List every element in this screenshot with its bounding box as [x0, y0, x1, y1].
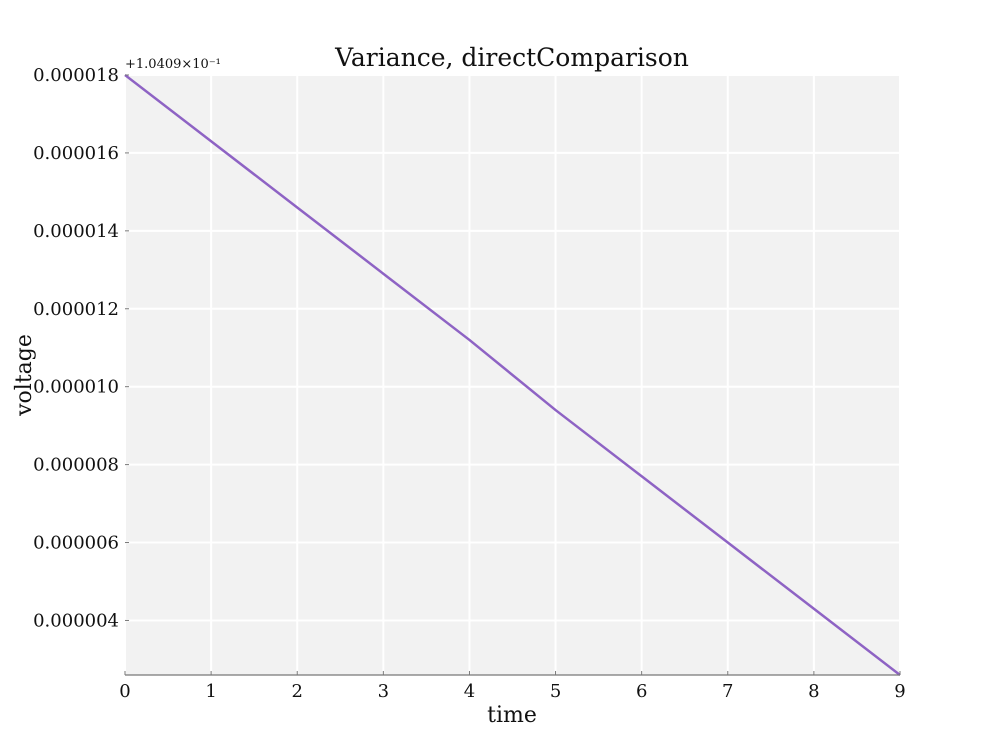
x-tick-label: 0 [119, 681, 130, 702]
y-tick-label: 0.000012 [33, 299, 119, 320]
grid [124, 74, 901, 675]
y-tick-label: 0.000010 [33, 377, 119, 398]
x-tick-label: 4 [464, 681, 475, 702]
x-tick-label: 2 [291, 681, 302, 702]
x-tick-label: 1 [205, 681, 216, 702]
y-tick-label: 0.000016 [33, 143, 119, 164]
x-ticks: 0 1 2 3 4 5 6 7 8 9 [119, 671, 906, 702]
y-tick-label: 0.000018 [33, 65, 119, 86]
y-tick-label: 0.000004 [33, 610, 119, 631]
x-tick-label: 3 [378, 681, 389, 702]
y-ticks: 0.000004 0.000006 0.000008 0.000010 0.000012… [33, 65, 129, 631]
x-axis-label: time [487, 703, 537, 728]
x-tick-label: 8 [808, 681, 819, 702]
chart-title: Variance, directComparison [334, 43, 689, 72]
y-tick-label: 0.000008 [33, 455, 119, 476]
x-tick-label: 7 [722, 681, 733, 702]
x-tick-label: 9 [894, 681, 905, 702]
y-axis-label: voltage [12, 334, 37, 417]
y-offset-label: +1.0409×10⁻¹ [125, 57, 221, 72]
series-line [124, 74, 901, 676]
series-layer [124, 74, 901, 676]
y-tick-label: 0.000006 [33, 533, 119, 554]
y-tick-label: 0.000014 [33, 221, 119, 242]
x-tick-label: 5 [550, 681, 561, 702]
x-tick-label: 6 [636, 681, 647, 702]
